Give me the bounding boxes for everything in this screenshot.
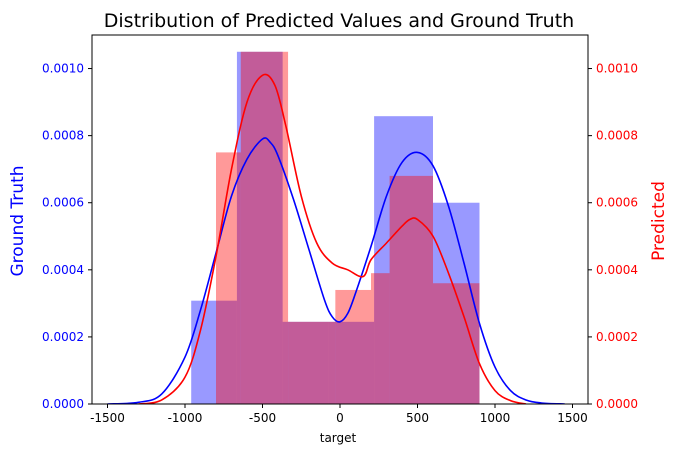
- left-y-tick-label: 0.0006: [42, 196, 84, 210]
- x-tick-label: 1500: [557, 411, 588, 425]
- kde-line-predicted: [138, 73, 527, 404]
- plot-area: [107, 51, 565, 404]
- right-y-axis-label: Predicted: [649, 181, 669, 261]
- histogram-bar-predicted-1: [240, 51, 289, 404]
- histogram-bar-predicted-4: [371, 273, 390, 404]
- left-y-tick-label: 0.0000: [42, 397, 84, 411]
- histogram-bar-predicted-5: [389, 175, 433, 404]
- x-tick-label: -1500: [90, 411, 125, 425]
- histogram-bar-predicted-0: [216, 152, 241, 404]
- right-y-tick-label: 0.0002: [596, 330, 638, 344]
- right-y-tick-label: 0.0004: [596, 263, 638, 277]
- right-y-tick-label: 0.0008: [596, 129, 638, 143]
- x-tick-label: 500: [406, 411, 429, 425]
- histogram-bar-ground-truth-3: [328, 321, 375, 404]
- histogram-bar-ground-truth-4: [374, 116, 433, 404]
- left-y-tick-label: 0.0010: [42, 62, 84, 76]
- left-y-tick-label: 0.0008: [42, 129, 84, 143]
- right-y-tick-label: 0.0000: [596, 397, 638, 411]
- x-axis-label: target: [320, 431, 357, 445]
- x-tick-label: 1000: [480, 411, 511, 425]
- histogram-bar-predicted-3: [335, 289, 371, 404]
- right-y-tick-label: 0.0010: [596, 62, 638, 76]
- left-y-axis-label: Ground Truth: [8, 165, 28, 276]
- axes: -1500 -1000 -500 0 500 1000 1500 0.0000 0.0000 0.…: [42, 34, 638, 425]
- right-y-tick-label: 0.0006: [596, 196, 638, 210]
- histogram-bar-predicted-2: [288, 321, 336, 404]
- x-tick-label: -500: [249, 411, 276, 425]
- x-tick-label: -1000: [168, 411, 203, 425]
- left-y-tick-label: 0.0004: [42, 263, 84, 277]
- chart-title: Distribution of Predicted Values and Gro…: [104, 10, 574, 32]
- histogram-bar-ground-truth-2: [282, 321, 329, 404]
- x-tick-label: 0: [336, 411, 344, 425]
- left-y-tick-label: 0.0002: [42, 330, 84, 344]
